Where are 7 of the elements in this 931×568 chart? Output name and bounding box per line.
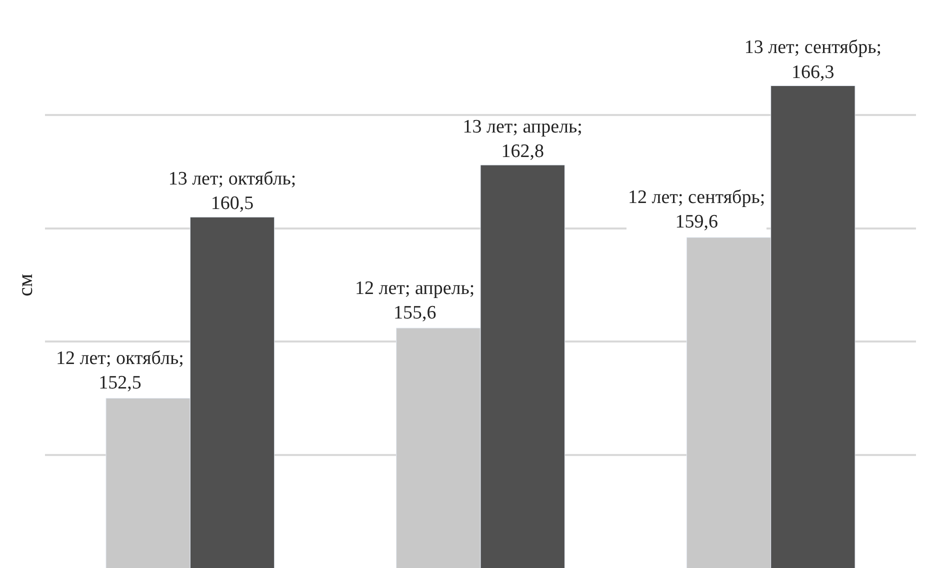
data-label: 12 лет; октябль; 152,5 [56,348,184,394]
data-label: 12 лет; апрель; 155,6 [355,278,475,324]
data-label: 13 лет; сентябрь; 166,3 [744,37,882,83]
y-axis-title: см [13,274,38,296]
data-label: 13 лет; апрель; 162,8 [462,116,582,162]
data-label: 13 лет; октябль; 160,5 [168,168,296,214]
data-label: 12 лет; сентябрь; 159,6 [628,187,766,233]
